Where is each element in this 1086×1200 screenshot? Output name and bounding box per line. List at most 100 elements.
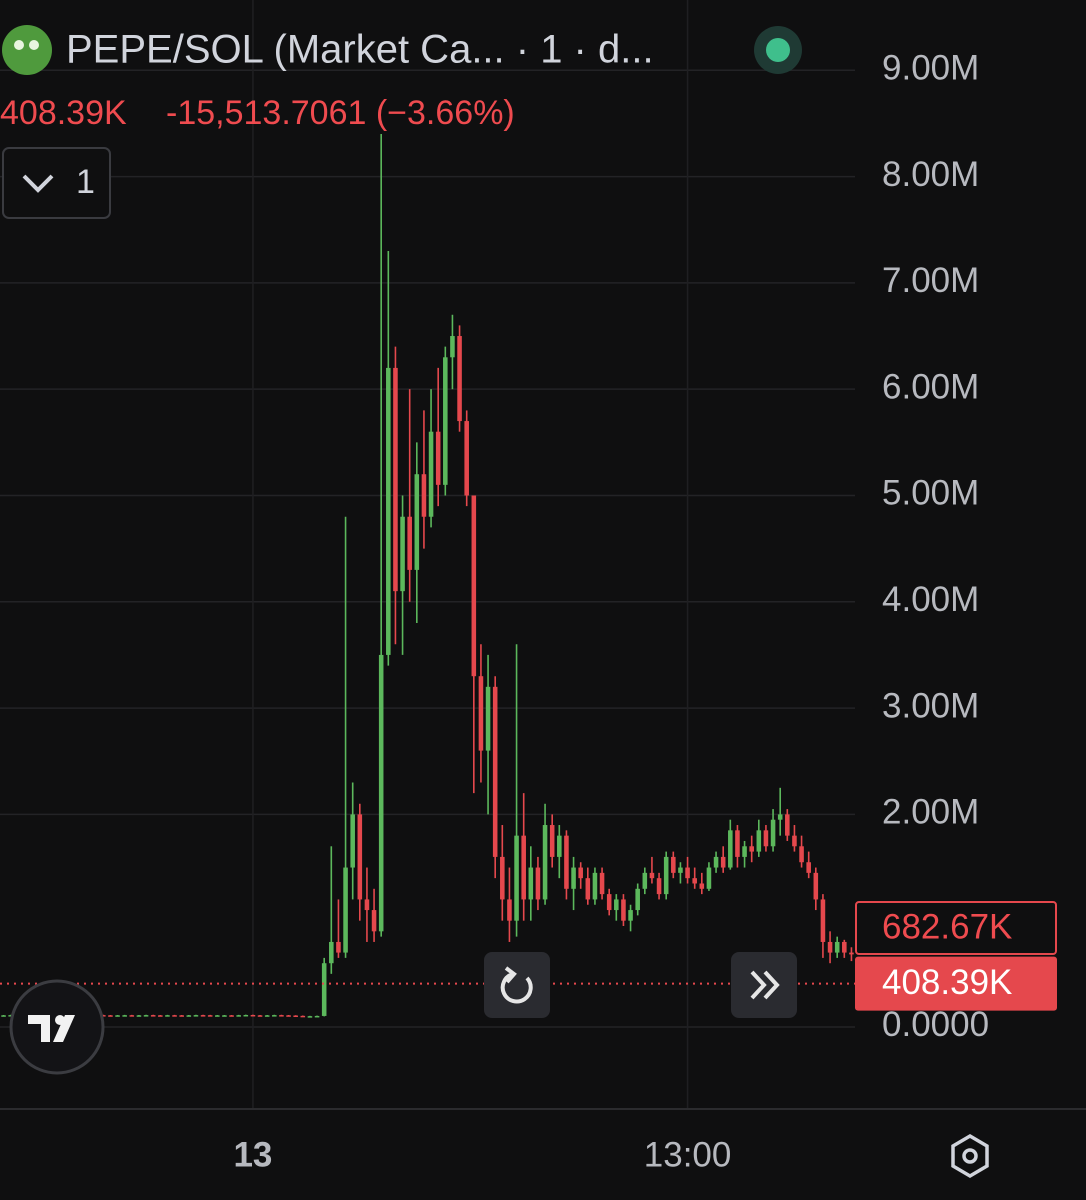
candle-body	[165, 1015, 170, 1017]
avatar-eye	[14, 40, 24, 50]
candle-body	[8, 1015, 13, 1017]
candle-body	[614, 899, 619, 911]
symbol-avatar	[2, 25, 52, 75]
candle-body	[849, 952, 854, 955]
candle-body	[207, 1015, 213, 1017]
candle-body	[300, 1015, 306, 1018]
candle-body	[150, 1015, 156, 1017]
candle-body	[500, 856, 505, 900]
candle-body	[777, 814, 783, 820]
candle-body	[564, 835, 569, 889]
candle-body	[314, 1015, 320, 1018]
candle-body	[585, 878, 591, 900]
candle-body	[785, 814, 790, 836]
y-tick-label: 8.00M	[882, 155, 979, 194]
candle-body	[742, 846, 747, 857]
candle-body	[827, 941, 833, 953]
candle-body	[172, 1015, 177, 1017]
candle-body	[770, 819, 776, 847]
candle-body	[535, 867, 541, 900]
reset-button[interactable]	[484, 952, 550, 1018]
candle-body	[514, 835, 519, 921]
candle-body	[542, 825, 548, 900]
candle-body	[400, 516, 405, 592]
candle-body	[250, 1014, 256, 1017]
candle-body	[272, 1015, 277, 1017]
candle-body	[792, 835, 797, 847]
candle-body	[699, 883, 705, 889]
marker-tag	[855, 901, 1057, 955]
candle-body	[293, 1015, 298, 1018]
y-tick-label: 3.00M	[882, 686, 979, 725]
candle-body	[592, 872, 598, 900]
candle-body	[158, 1015, 163, 1017]
candle-body	[521, 835, 526, 900]
candle-body	[386, 367, 391, 655]
candle-body	[464, 421, 469, 496]
settings-icon[interactable]	[951, 1133, 989, 1179]
candle-body	[549, 825, 555, 857]
candle-body	[129, 1015, 135, 1017]
y-tick-label: 4.00M	[882, 580, 979, 619]
candle-body	[414, 474, 420, 570]
candle-body	[450, 336, 455, 358]
tradingview-logo[interactable]	[9, 979, 105, 1075]
candle-body	[478, 676, 484, 751]
candle-body	[799, 846, 804, 863]
last-price-label: 408.39K	[882, 963, 1012, 1002]
status-dot	[766, 38, 790, 62]
candle-body	[471, 495, 477, 677]
reset-icon	[500, 972, 533, 1004]
candle-body	[200, 1015, 206, 1017]
chevron-icon	[22, 174, 54, 193]
candle-body	[685, 867, 690, 879]
candle-body	[329, 941, 334, 964]
candle-body	[101, 1015, 106, 1017]
candle-body	[763, 830, 769, 847]
candle-body	[485, 686, 491, 751]
candle-body	[806, 862, 811, 873]
y-tick-label: 5.00M	[882, 474, 979, 513]
candle-body	[364, 899, 370, 911]
candle-body	[692, 878, 697, 884]
y-tick-label: 6.00M	[882, 367, 979, 406]
symbol-title: PEPE/SOL (Market Ca... · 1 · d...	[66, 28, 654, 72]
candle-body	[706, 867, 712, 889]
candle-body	[179, 1015, 184, 1017]
candle-body	[492, 686, 498, 857]
candle-body	[279, 1015, 284, 1017]
candle-body	[443, 357, 448, 485]
logo-dot	[55, 1015, 65, 1025]
legend-toggle[interactable]	[2, 147, 111, 219]
candle-body	[336, 941, 341, 953]
candle-body	[728, 830, 733, 868]
candle-body	[749, 846, 754, 852]
candle-body	[735, 830, 740, 857]
candle-body	[435, 431, 441, 485]
y-tick-label: 7.00M	[882, 261, 979, 300]
candle-body	[457, 336, 462, 422]
plot-area	[0, 0, 855, 1108]
candle-body	[421, 474, 427, 517]
candle-body	[621, 899, 626, 921]
candle-body	[393, 367, 398, 592]
candle-body	[257, 1015, 263, 1017]
candle-body	[243, 1014, 249, 1017]
candle-body	[642, 872, 648, 889]
marker-label: 682.67K	[882, 907, 1012, 946]
candle-body	[813, 872, 819, 900]
candle-body	[507, 899, 512, 921]
y-tick-label: 2.00M	[882, 793, 979, 832]
candle-body	[264, 1015, 270, 1017]
candle-body	[834, 941, 840, 953]
candle-body	[350, 814, 355, 868]
candle-body	[108, 1015, 113, 1017]
candle-body	[222, 1015, 227, 1017]
candle-body	[599, 872, 605, 895]
reset-arrow	[504, 966, 517, 984]
candle-body	[720, 856, 726, 868]
candle-body	[557, 835, 562, 857]
x-tick-label: 13:00	[644, 1135, 732, 1174]
candle-body	[215, 1015, 220, 1017]
